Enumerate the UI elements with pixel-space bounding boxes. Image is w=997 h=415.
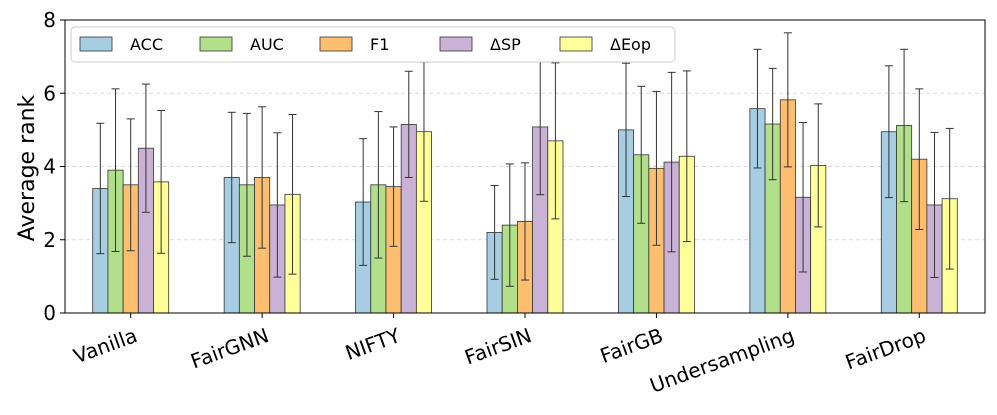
legend-swatch [439,36,473,52]
grid-lines [65,92,985,241]
x-tick-label: Vanilla [70,323,140,368]
legend-swatch [559,36,593,52]
y-tick-label: 2 [43,228,56,252]
x-tick-label: FairGNN [187,323,271,373]
x-tick-label: FairDrop [842,323,929,374]
y-tick-label: 4 [43,155,56,179]
legend-label: AUC [250,35,284,54]
legend-label: ACC [130,35,163,54]
legend-label: F1 [370,35,389,54]
legend-label: ΔEop [610,35,651,54]
x-tick-label: NIFTY [342,323,404,365]
y-axis-label: Average rank [15,94,40,241]
y-tick-label: 8 [43,8,56,32]
x-tick-label: FairGB [597,323,666,368]
legend-box [70,26,676,63]
x-tick-label: Undersampling [647,323,798,397]
legend-swatch [319,36,353,52]
x-axis-ticks: Vanilla FairGNN NIFTY FairSIN FairGBUndersam… [70,313,929,398]
x-tick-label: FairSIN [461,323,534,369]
y-axis-ticks: 0 2 4 6 8 [43,8,65,325]
y-tick-label: 6 [43,81,56,105]
legend: ACC AUC F1 ΔSP ΔEop [70,26,676,63]
legend-swatch [199,36,233,52]
error-bars-layer [96,32,954,287]
legend-swatch [79,36,113,52]
y-tick-label: 0 [43,301,56,325]
legend-label: ΔSP [490,35,521,54]
